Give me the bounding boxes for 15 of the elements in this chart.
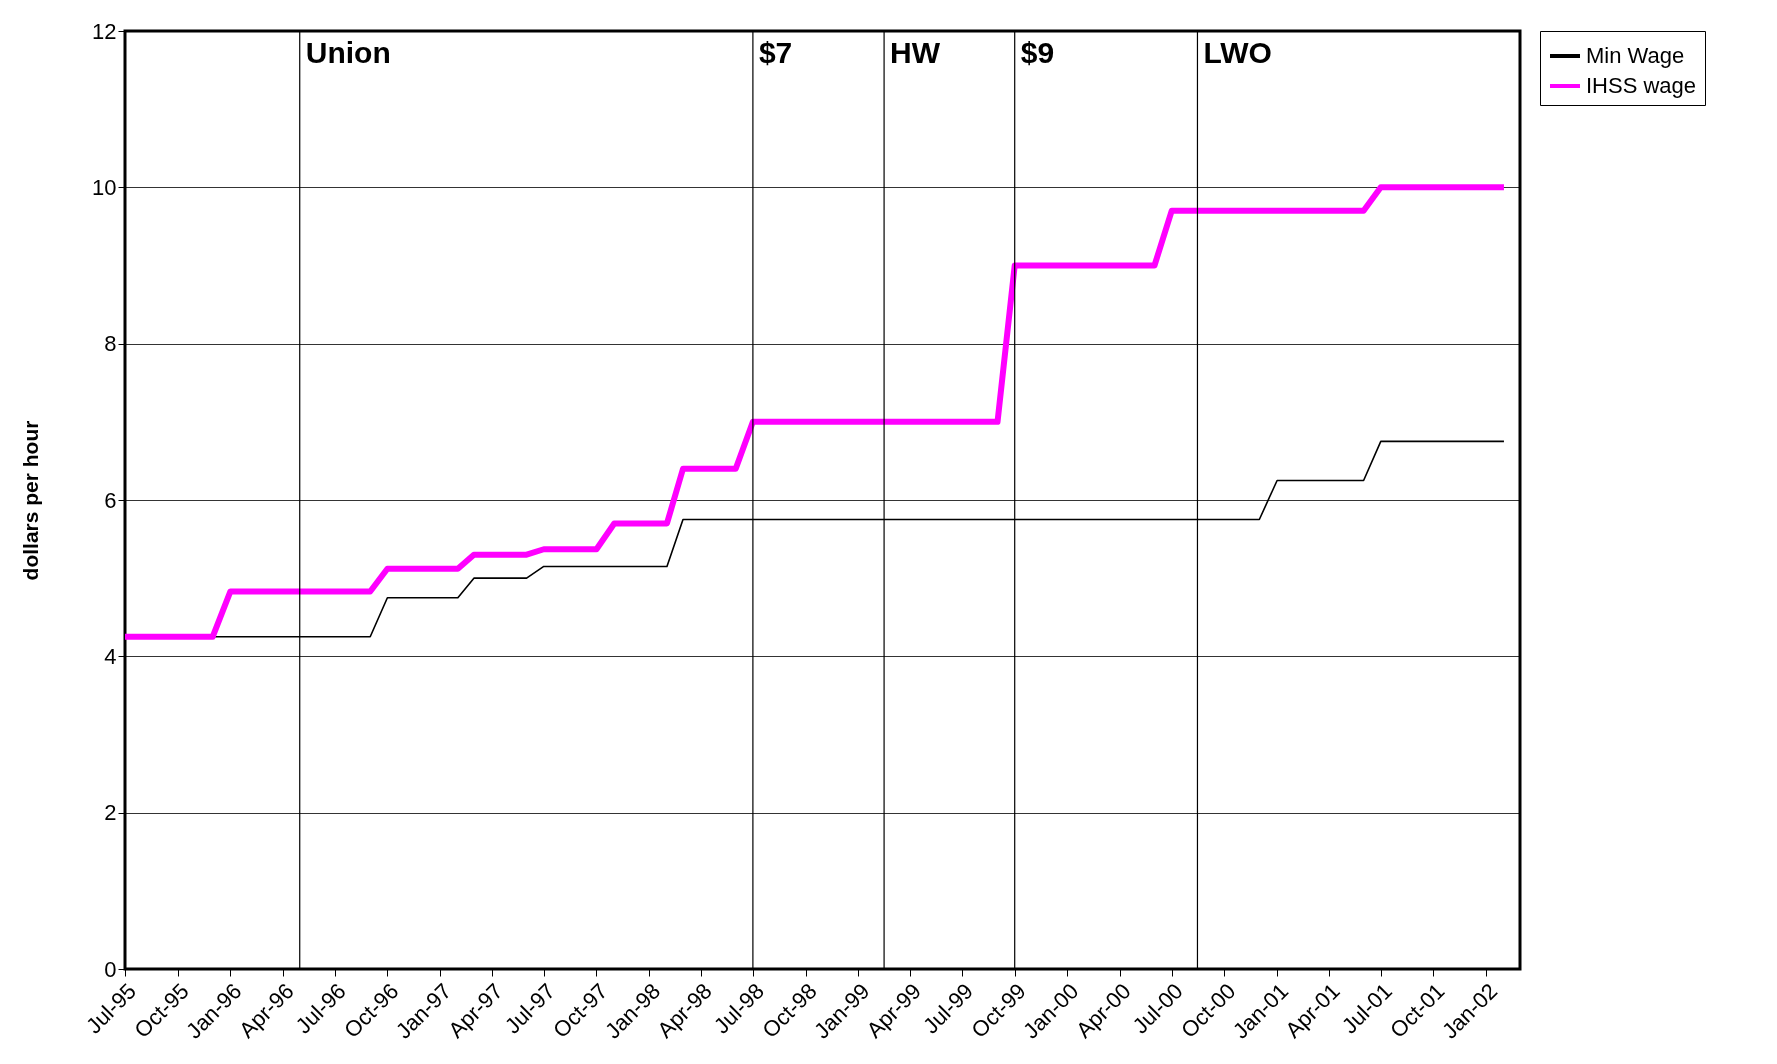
ref-line-label: $9 bbox=[1020, 36, 1055, 69]
y-tick-label: 6 bbox=[104, 487, 117, 513]
y-tick-label: 10 bbox=[92, 174, 117, 200]
y-tick-label: 8 bbox=[104, 331, 117, 357]
y-tick-label: 0 bbox=[104, 956, 117, 982]
ref-line-label: HW bbox=[890, 36, 941, 69]
ref-line-label: $7 bbox=[758, 36, 793, 69]
y-tick-label: 2 bbox=[104, 800, 117, 826]
legend-label: IHSS wage bbox=[1586, 73, 1697, 98]
y-axis-title: dollars per hour bbox=[19, 420, 43, 581]
ref-line-label: LWO bbox=[1203, 36, 1272, 69]
y-tick-label: 12 bbox=[92, 18, 117, 44]
y-tick-label: 4 bbox=[104, 643, 117, 669]
legend-label: Min Wage bbox=[1586, 43, 1685, 68]
ref-line-label: Union bbox=[305, 36, 391, 69]
